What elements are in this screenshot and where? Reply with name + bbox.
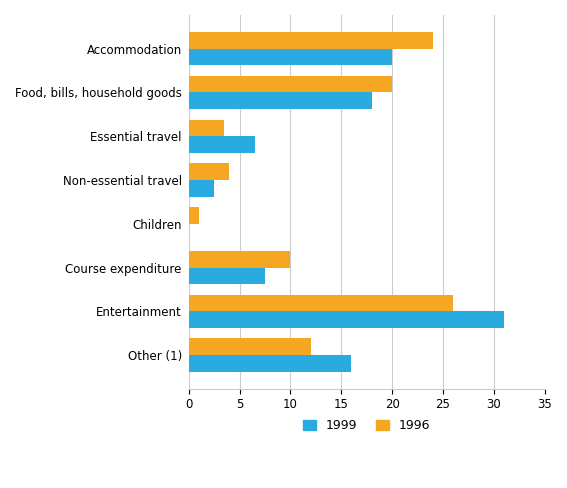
Bar [189, 49, 392, 65]
Bar [189, 295, 453, 311]
Bar [189, 92, 372, 109]
Legend: 1999, 1996: 1999, 1996 [297, 413, 437, 439]
Bar [189, 163, 230, 180]
Bar [189, 180, 214, 197]
Bar [189, 311, 504, 328]
Bar [189, 207, 199, 224]
Bar [189, 76, 392, 92]
Bar [189, 355, 352, 372]
Bar [189, 339, 311, 355]
Bar [189, 120, 225, 136]
Bar [189, 267, 265, 284]
Bar [189, 251, 290, 267]
Bar [189, 136, 255, 153]
Bar [189, 32, 433, 49]
